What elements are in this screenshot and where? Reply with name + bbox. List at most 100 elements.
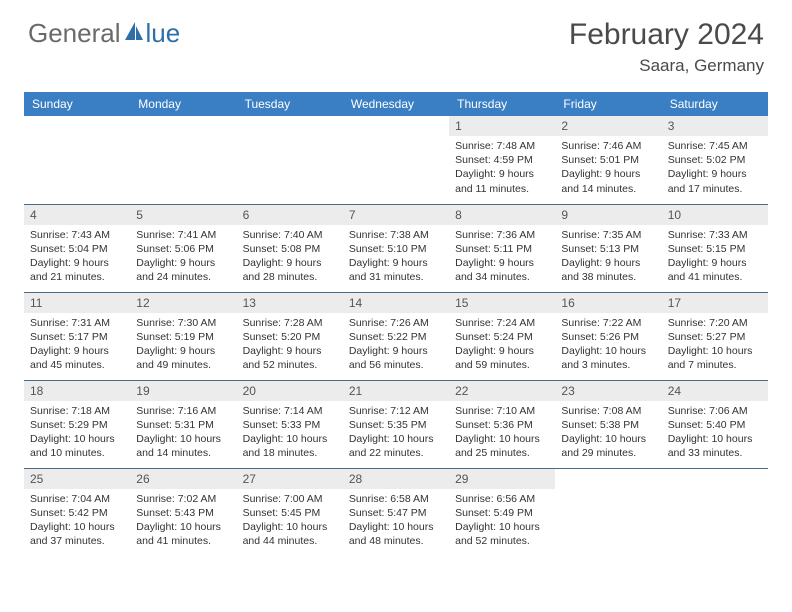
day-number: 8 — [449, 205, 555, 225]
calendar-empty-cell — [130, 116, 236, 204]
day-number: 5 — [130, 205, 236, 225]
logo: General lue — [28, 18, 180, 49]
calendar-day-cell: 18Sunrise: 7:18 AMSunset: 5:29 PMDayligh… — [24, 380, 130, 468]
calendar-empty-cell — [555, 468, 661, 556]
day-details: Sunrise: 7:20 AMSunset: 5:27 PMDaylight:… — [662, 313, 768, 377]
day-number: 24 — [662, 381, 768, 401]
day-details: Sunrise: 6:56 AMSunset: 5:49 PMDaylight:… — [449, 489, 555, 553]
day-number: 16 — [555, 293, 661, 313]
day-details: Sunrise: 6:58 AMSunset: 5:47 PMDaylight:… — [343, 489, 449, 553]
day-number: 19 — [130, 381, 236, 401]
day-details: Sunrise: 7:35 AMSunset: 5:13 PMDaylight:… — [555, 225, 661, 289]
calendar-table: SundayMondayTuesdayWednesdayThursdayFrid… — [24, 92, 768, 556]
day-number: 14 — [343, 293, 449, 313]
calendar-empty-cell — [662, 468, 768, 556]
day-details: Sunrise: 7:04 AMSunset: 5:42 PMDaylight:… — [24, 489, 130, 553]
day-number: 10 — [662, 205, 768, 225]
day-details: Sunrise: 7:10 AMSunset: 5:36 PMDaylight:… — [449, 401, 555, 465]
calendar-day-cell: 16Sunrise: 7:22 AMSunset: 5:26 PMDayligh… — [555, 292, 661, 380]
day-details: Sunrise: 7:06 AMSunset: 5:40 PMDaylight:… — [662, 401, 768, 465]
day-number: 26 — [130, 469, 236, 489]
day-number: 4 — [24, 205, 130, 225]
day-details: Sunrise: 7:08 AMSunset: 5:38 PMDaylight:… — [555, 401, 661, 465]
day-details: Sunrise: 7:24 AMSunset: 5:24 PMDaylight:… — [449, 313, 555, 377]
calendar-day-cell: 17Sunrise: 7:20 AMSunset: 5:27 PMDayligh… — [662, 292, 768, 380]
calendar-day-cell: 23Sunrise: 7:08 AMSunset: 5:38 PMDayligh… — [555, 380, 661, 468]
day-details: Sunrise: 7:36 AMSunset: 5:11 PMDaylight:… — [449, 225, 555, 289]
calendar-day-cell: 4Sunrise: 7:43 AMSunset: 5:04 PMDaylight… — [24, 204, 130, 292]
calendar-day-cell: 28Sunrise: 6:58 AMSunset: 5:47 PMDayligh… — [343, 468, 449, 556]
day-number: 6 — [237, 205, 343, 225]
calendar-day-cell: 6Sunrise: 7:40 AMSunset: 5:08 PMDaylight… — [237, 204, 343, 292]
day-details: Sunrise: 7:38 AMSunset: 5:10 PMDaylight:… — [343, 225, 449, 289]
day-details: Sunrise: 7:46 AMSunset: 5:01 PMDaylight:… — [555, 136, 661, 200]
calendar-day-cell: 20Sunrise: 7:14 AMSunset: 5:33 PMDayligh… — [237, 380, 343, 468]
title-block: February 2024 Saara, Germany — [569, 18, 764, 76]
day-details: Sunrise: 7:33 AMSunset: 5:15 PMDaylight:… — [662, 225, 768, 289]
day-number: 15 — [449, 293, 555, 313]
day-details: Sunrise: 7:22 AMSunset: 5:26 PMDaylight:… — [555, 313, 661, 377]
day-details: Sunrise: 7:45 AMSunset: 5:02 PMDaylight:… — [662, 136, 768, 200]
location-label: Saara, Germany — [569, 56, 764, 76]
day-number: 12 — [130, 293, 236, 313]
calendar-body: 1Sunrise: 7:48 AMSunset: 4:59 PMDaylight… — [24, 116, 768, 556]
day-details: Sunrise: 7:18 AMSunset: 5:29 PMDaylight:… — [24, 401, 130, 465]
day-number: 23 — [555, 381, 661, 401]
calendar-day-cell: 19Sunrise: 7:16 AMSunset: 5:31 PMDayligh… — [130, 380, 236, 468]
calendar-day-cell: 15Sunrise: 7:24 AMSunset: 5:24 PMDayligh… — [449, 292, 555, 380]
day-details: Sunrise: 7:12 AMSunset: 5:35 PMDaylight:… — [343, 401, 449, 465]
calendar-empty-cell — [343, 116, 449, 204]
calendar-day-cell: 8Sunrise: 7:36 AMSunset: 5:11 PMDaylight… — [449, 204, 555, 292]
day-number: 21 — [343, 381, 449, 401]
calendar-day-cell: 11Sunrise: 7:31 AMSunset: 5:17 PMDayligh… — [24, 292, 130, 380]
calendar-day-cell: 12Sunrise: 7:30 AMSunset: 5:19 PMDayligh… — [130, 292, 236, 380]
day-of-week-header: Thursday — [449, 92, 555, 116]
day-number: 1 — [449, 116, 555, 136]
calendar-empty-cell — [24, 116, 130, 204]
day-number: 2 — [555, 116, 661, 136]
day-details: Sunrise: 7:14 AMSunset: 5:33 PMDaylight:… — [237, 401, 343, 465]
day-number: 7 — [343, 205, 449, 225]
day-details: Sunrise: 7:31 AMSunset: 5:17 PMDaylight:… — [24, 313, 130, 377]
logo-sail-icon — [123, 18, 145, 49]
calendar-day-cell: 29Sunrise: 6:56 AMSunset: 5:49 PMDayligh… — [449, 468, 555, 556]
day-number: 28 — [343, 469, 449, 489]
calendar-week-row: 25Sunrise: 7:04 AMSunset: 5:42 PMDayligh… — [24, 468, 768, 556]
day-details: Sunrise: 7:30 AMSunset: 5:19 PMDaylight:… — [130, 313, 236, 377]
day-number: 3 — [662, 116, 768, 136]
logo-text-right: lue — [146, 18, 181, 49]
day-number: 18 — [24, 381, 130, 401]
page-header: General lue February 2024 Saara, Germany — [0, 0, 792, 84]
calendar-day-cell: 25Sunrise: 7:04 AMSunset: 5:42 PMDayligh… — [24, 468, 130, 556]
day-number: 22 — [449, 381, 555, 401]
calendar-day-cell: 13Sunrise: 7:28 AMSunset: 5:20 PMDayligh… — [237, 292, 343, 380]
calendar-day-cell: 7Sunrise: 7:38 AMSunset: 5:10 PMDaylight… — [343, 204, 449, 292]
day-details: Sunrise: 7:02 AMSunset: 5:43 PMDaylight:… — [130, 489, 236, 553]
calendar-day-cell: 3Sunrise: 7:45 AMSunset: 5:02 PMDaylight… — [662, 116, 768, 204]
day-number: 29 — [449, 469, 555, 489]
calendar-day-cell: 9Sunrise: 7:35 AMSunset: 5:13 PMDaylight… — [555, 204, 661, 292]
calendar-week-row: 11Sunrise: 7:31 AMSunset: 5:17 PMDayligh… — [24, 292, 768, 380]
day-of-week-header: Friday — [555, 92, 661, 116]
calendar-day-cell: 1Sunrise: 7:48 AMSunset: 4:59 PMDaylight… — [449, 116, 555, 204]
day-details: Sunrise: 7:16 AMSunset: 5:31 PMDaylight:… — [130, 401, 236, 465]
calendar-day-cell: 21Sunrise: 7:12 AMSunset: 5:35 PMDayligh… — [343, 380, 449, 468]
month-title: February 2024 — [569, 18, 764, 52]
day-details: Sunrise: 7:28 AMSunset: 5:20 PMDaylight:… — [237, 313, 343, 377]
calendar-day-cell: 10Sunrise: 7:33 AMSunset: 5:15 PMDayligh… — [662, 204, 768, 292]
calendar-day-cell: 14Sunrise: 7:26 AMSunset: 5:22 PMDayligh… — [343, 292, 449, 380]
days-of-week-row: SundayMondayTuesdayWednesdayThursdayFrid… — [24, 92, 768, 116]
day-number: 11 — [24, 293, 130, 313]
calendar-day-cell: 24Sunrise: 7:06 AMSunset: 5:40 PMDayligh… — [662, 380, 768, 468]
day-of-week-header: Sunday — [24, 92, 130, 116]
day-details: Sunrise: 7:40 AMSunset: 5:08 PMDaylight:… — [237, 225, 343, 289]
day-of-week-header: Monday — [130, 92, 236, 116]
logo-text-left: General — [28, 18, 121, 49]
calendar-day-cell: 5Sunrise: 7:41 AMSunset: 5:06 PMDaylight… — [130, 204, 236, 292]
day-details: Sunrise: 7:00 AMSunset: 5:45 PMDaylight:… — [237, 489, 343, 553]
day-number: 17 — [662, 293, 768, 313]
day-number: 20 — [237, 381, 343, 401]
calendar-empty-cell — [237, 116, 343, 204]
calendar-week-row: 1Sunrise: 7:48 AMSunset: 4:59 PMDaylight… — [24, 116, 768, 204]
day-of-week-header: Wednesday — [343, 92, 449, 116]
